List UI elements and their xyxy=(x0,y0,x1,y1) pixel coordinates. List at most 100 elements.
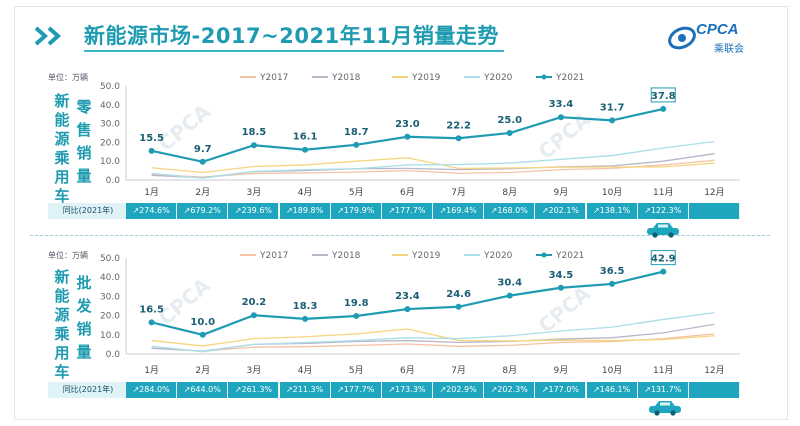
yoy-cell: ↗177.0% xyxy=(535,382,587,398)
legend-label: Y2018 xyxy=(331,251,361,261)
data-point xyxy=(148,147,155,154)
sub-char: 销 xyxy=(76,320,92,338)
data-label: 18.7 xyxy=(344,127,369,138)
x-tick-label: 2月 xyxy=(195,365,210,376)
x-tick-label: 2月 xyxy=(195,187,210,198)
x-tick-label: 9月 xyxy=(554,187,569,198)
x-tick-label: 1月 xyxy=(144,365,159,376)
unit-label: 单位：万辆 xyxy=(48,250,88,260)
series-line-y2019 xyxy=(151,328,715,347)
data-point xyxy=(199,331,206,338)
y-tick-label: 0.0 xyxy=(106,176,121,186)
yoy-cell: ↗679.2% xyxy=(177,203,229,219)
data-label: 30.4 xyxy=(497,278,522,289)
y-tick-label: 0.0 xyxy=(106,350,121,360)
legend-label: Y2019 xyxy=(411,73,441,83)
yoy-cell: ↗261.3% xyxy=(228,382,280,398)
title-underline xyxy=(84,50,504,52)
legend-label: Y2020 xyxy=(483,73,513,83)
panel-divider xyxy=(30,235,770,236)
data-point xyxy=(302,315,309,322)
yoy-cell: ↗202.3% xyxy=(484,382,536,398)
data-point xyxy=(353,312,360,319)
data-point xyxy=(557,284,564,291)
side-char: 乘 xyxy=(54,325,70,343)
legend-marker xyxy=(541,252,547,258)
side-char: 新 xyxy=(54,268,70,286)
yoy-label: 同比(2021年) xyxy=(48,382,128,398)
data-label: 36.5 xyxy=(600,266,625,277)
x-tick-label: 11月 xyxy=(653,187,673,198)
page-title: 新能源市场-2017~2021年11月销量走势 xyxy=(84,24,499,48)
x-tick-label: 10月 xyxy=(602,365,622,376)
data-point xyxy=(506,130,513,136)
data-point xyxy=(302,146,309,153)
sub-char: 售 xyxy=(76,121,92,139)
x-tick-label: 6月 xyxy=(400,187,415,198)
y-tick-label: 40.0 xyxy=(100,273,120,283)
double-chevron-icon xyxy=(34,26,62,46)
yoy-cell: ↗173.3% xyxy=(381,382,433,398)
x-tick-label: 3月 xyxy=(247,365,262,376)
data-label: 23.4 xyxy=(395,291,420,302)
y-tick-label: 50.0 xyxy=(100,254,120,264)
legend-label: Y2021 xyxy=(555,251,584,261)
data-point xyxy=(455,135,462,142)
y-tick-label: 10.0 xyxy=(100,157,120,167)
data-point xyxy=(660,105,667,112)
yoy-cell: ↗177.7% xyxy=(381,203,433,219)
data-label: 24.6 xyxy=(446,289,471,300)
data-label-box xyxy=(650,87,676,103)
x-tick-label: 9月 xyxy=(554,365,569,376)
legend-marker xyxy=(541,74,547,80)
x-tick-label: 8月 xyxy=(502,187,517,198)
legend-label: Y2020 xyxy=(483,251,513,261)
x-tick-label: 4月 xyxy=(298,365,313,376)
yoy-cell: ↗284.0% xyxy=(126,382,178,398)
x-tick-label: 6月 xyxy=(400,365,415,376)
data-label: 19.8 xyxy=(344,298,369,309)
sub-char: 批 xyxy=(76,274,92,292)
side-char: 能 xyxy=(54,111,70,129)
data-point xyxy=(250,312,257,319)
data-point xyxy=(353,141,360,148)
logo-swoosh-icon xyxy=(668,26,696,50)
side-char: 乘 xyxy=(54,149,70,167)
sub-char: 零 xyxy=(76,98,92,116)
yoy-cell xyxy=(688,382,740,398)
side-char: 新 xyxy=(54,92,70,110)
data-point xyxy=(404,306,411,313)
data-point xyxy=(199,158,206,165)
unit-label: 单位：万辆 xyxy=(48,72,88,82)
logo-subtext: 乘联会 xyxy=(714,44,744,55)
series-line-y2020 xyxy=(151,312,715,353)
side-char: 用 xyxy=(54,344,70,362)
series-line-y2017 xyxy=(151,159,715,178)
sub-char: 销 xyxy=(76,144,92,162)
data-label: 23.0 xyxy=(395,119,420,130)
yoy-cell: ↗177.7% xyxy=(330,382,382,398)
yoy-cell: ↗189.8% xyxy=(279,203,331,219)
series-line-y2019 xyxy=(151,157,715,174)
yoy-cell: ↗122.3% xyxy=(637,203,689,219)
x-tick-label: 12月 xyxy=(704,187,724,198)
side-char: 车 xyxy=(54,187,70,205)
yoy-cell: ↗274.6% xyxy=(126,203,178,219)
side-char: 车 xyxy=(54,363,70,381)
car-icon xyxy=(649,401,681,416)
yoy-cell: ↗168.0% xyxy=(484,203,536,219)
data-label: 18.3 xyxy=(293,301,318,312)
y-tick-label: 10.0 xyxy=(100,331,120,341)
data-point xyxy=(557,114,564,121)
side-char: 用 xyxy=(54,168,70,186)
legend-label: Y2017 xyxy=(259,73,288,83)
data-label: 15.5 xyxy=(139,133,164,144)
yoy-cell: ↗131.7% xyxy=(637,382,689,398)
x-tick-label: 5月 xyxy=(349,365,364,376)
header: 新能源市场-2017~2021年11月销量走势 CPCA 乘联会 xyxy=(24,16,776,60)
side-char: 源 xyxy=(54,306,70,324)
yoy-cell xyxy=(688,203,740,219)
y-tick-label: 20.0 xyxy=(100,312,120,322)
data-label: 10.0 xyxy=(190,317,215,328)
data-point xyxy=(506,292,513,299)
